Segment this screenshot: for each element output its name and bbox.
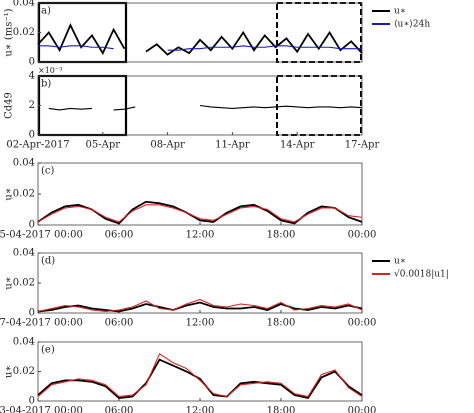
- y-axis-label: u∗: [4, 365, 15, 378]
- scale-label: ×10⁻³: [38, 66, 62, 75]
- y-tick-label: 0.04: [13, 158, 35, 169]
- x-tick-label: 02-Apr-2017: [6, 140, 69, 151]
- x-tick-label: 05-Apr: [86, 140, 121, 151]
- y-tick-label: 0.02: [13, 366, 35, 377]
- x-tick-label: 00:00: [348, 406, 377, 413]
- x-tick-label: 12:00: [186, 406, 215, 413]
- x-tick-label: 18:00: [267, 318, 296, 329]
- data-line: [167, 45, 362, 51]
- highlight-box: [37, 74, 128, 137]
- y-tick-label: 0: [29, 57, 35, 68]
- panel-label: (e): [41, 345, 55, 356]
- data-line: [145, 30, 363, 56]
- data-line: [48, 107, 93, 111]
- x-tick-label: 12:00: [186, 318, 215, 329]
- data-line: [113, 106, 136, 111]
- y-tick-label: 2: [29, 100, 35, 111]
- data-line: [37, 204, 363, 223]
- axes-frame: [37, 2, 363, 63]
- x-tick-label: 06:00: [105, 318, 134, 329]
- x-tick-label: 07-04-2017 00:00: [0, 318, 83, 329]
- y-tick-label: 0.04: [13, 337, 35, 348]
- data-line: [38, 45, 114, 50]
- x-tick-label: 03-04-2017 00:00: [0, 406, 83, 413]
- x-tick-label: 00:00: [348, 318, 377, 329]
- y-tick-label: 0: [29, 308, 35, 319]
- x-tick-label: 11-Apr: [215, 140, 250, 151]
- axes-frame: [37, 341, 363, 402]
- x-tick-label: 17-Apr: [345, 140, 380, 151]
- panel-label: b): [41, 79, 51, 90]
- x-tick-label: 12:00: [186, 230, 215, 241]
- panel-label: a): [41, 6, 51, 17]
- highlight-box: [276, 75, 362, 136]
- axes-frame: [37, 252, 363, 314]
- data-line: [37, 200, 363, 225]
- axes-frame: [37, 162, 363, 226]
- data-line: [37, 298, 363, 313]
- legend-label: √0.0018|u1|: [394, 269, 449, 280]
- data-line: [37, 358, 363, 400]
- y-tick-label: 0.02: [13, 189, 35, 200]
- panel-label: (c): [41, 166, 55, 177]
- legend-label: ⟨u∗⟩24h: [394, 20, 430, 30]
- x-tick-label: 15-04-2017 00:00: [0, 230, 83, 241]
- y-tick-label: 0: [29, 220, 35, 231]
- legend-label: u∗: [394, 7, 406, 17]
- y-tick-label: 0.04: [13, 248, 35, 259]
- y-tick-label: 0: [29, 130, 35, 141]
- y-axis-label: u∗: [4, 276, 15, 289]
- data-line: [37, 352, 363, 398]
- x-tick-label: 06:00: [105, 406, 134, 413]
- y-axis-label: Cd49: [4, 92, 15, 119]
- y-axis-label: u∗: [4, 187, 15, 200]
- x-tick-label: 18:00: [267, 406, 296, 413]
- y-tick-label: 0: [29, 396, 35, 407]
- x-tick-label: 06:00: [105, 230, 134, 241]
- x-tick-label: 14-Apr: [280, 140, 315, 151]
- y-tick-label: 4: [29, 71, 35, 82]
- highlight-box: [276, 2, 362, 63]
- legend-label: u∗: [394, 257, 406, 267]
- panel-label: (d): [41, 256, 55, 267]
- y-tick-label: 0.02: [13, 278, 35, 289]
- data-line: [37, 301, 363, 313]
- x-tick-label: 00:00: [348, 230, 377, 241]
- y-axis-label: u∗ (ms⁻¹): [4, 8, 15, 56]
- y-tick-label: 0.04: [13, 0, 35, 9]
- y-tick-label: 0.02: [13, 27, 35, 38]
- x-tick-label: 18:00: [267, 230, 296, 241]
- x-tick-label: 08-Apr: [150, 140, 185, 151]
- data-line: [199, 104, 363, 110]
- data-line: [37, 22, 126, 56]
